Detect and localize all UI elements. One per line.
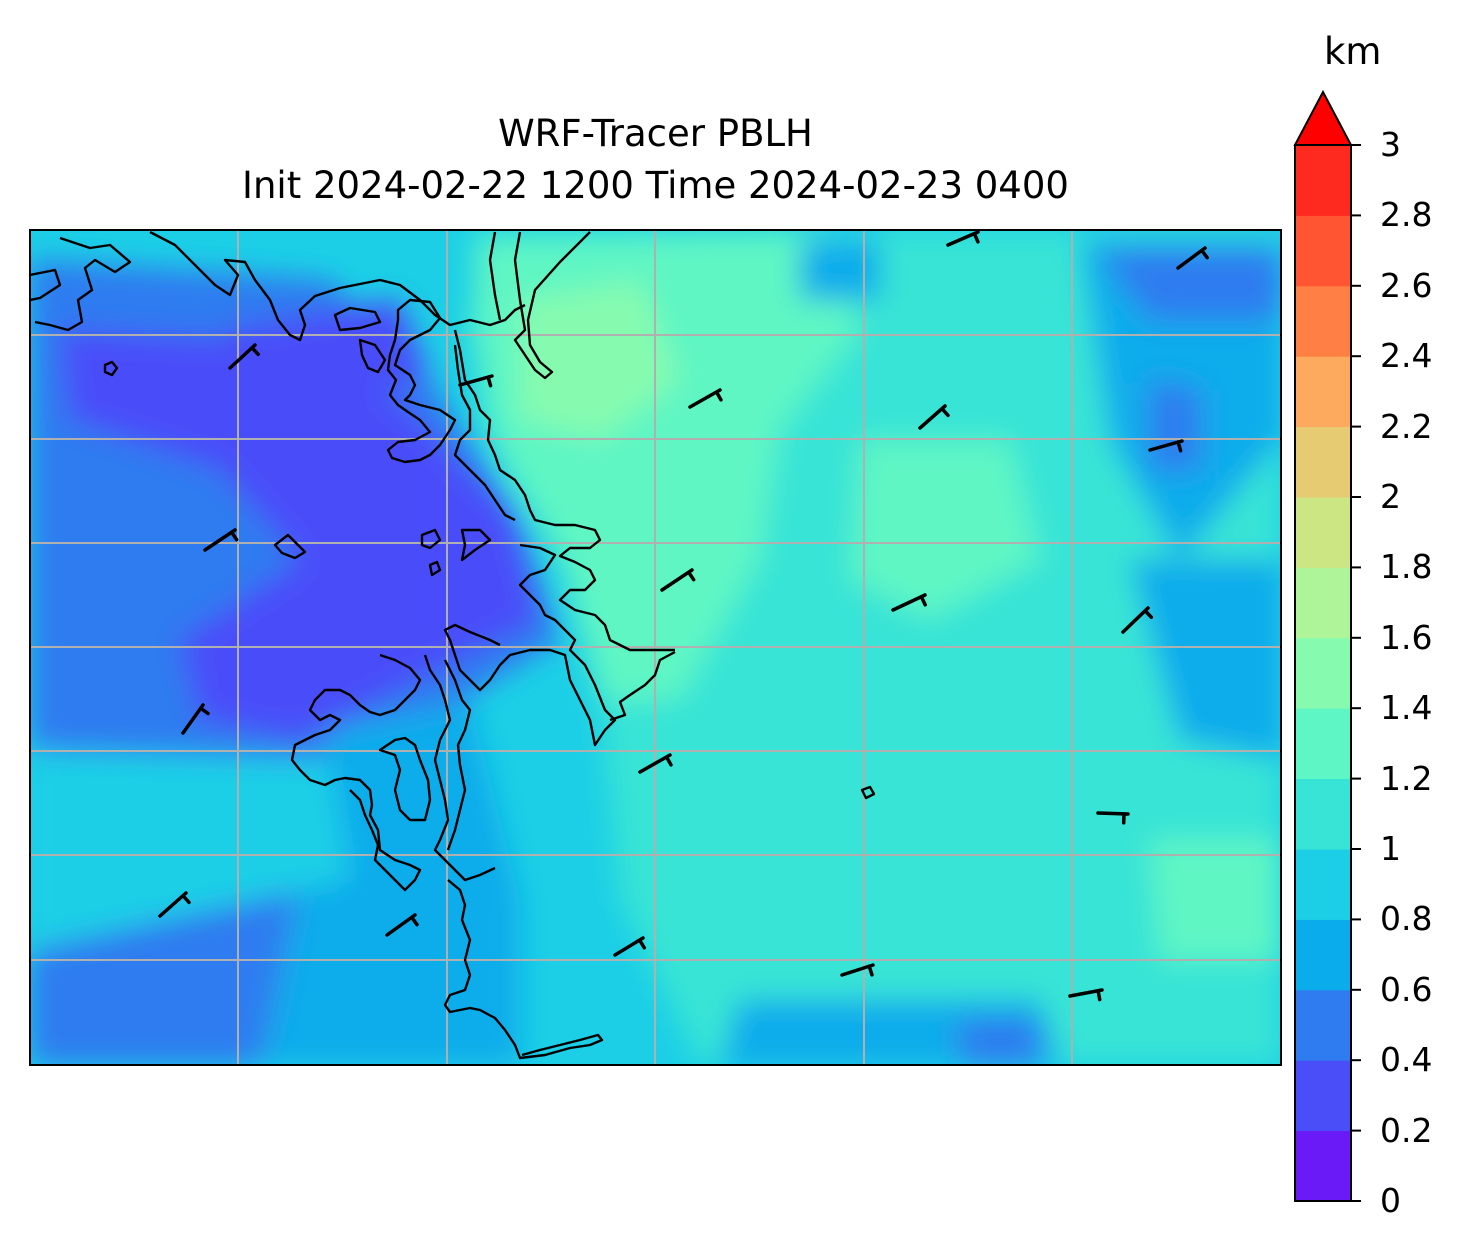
colorbar-tick-label: 0.8 <box>1380 899 1433 939</box>
coastline-island-small-5 <box>860 785 876 800</box>
colorbar-tick-label: 2.8 <box>1380 195 1433 235</box>
wind-barb <box>203 528 239 552</box>
coastline-island-north <box>358 338 387 374</box>
wind-barb <box>228 343 260 370</box>
field-region-south-lower <box>960 1020 1040 1065</box>
coastline-archipelago-mid <box>378 736 432 822</box>
colorbar-tick-label: 0.6 <box>1380 969 1433 1009</box>
colorbar-unit: km <box>1324 30 1382 73</box>
colorbar-tick-label: 1.4 <box>1380 688 1433 728</box>
colorbar-tick-label: 2.6 <box>1380 265 1433 305</box>
wind-barb <box>891 593 927 612</box>
wind-barb <box>1096 811 1130 825</box>
field-region-east-low-ne <box>800 240 880 300</box>
colorbar-swatch <box>1295 637 1351 709</box>
field-region-west-lower <box>60 330 540 740</box>
coastline-islands-east <box>386 298 457 464</box>
colorbar-swatch <box>1295 497 1351 568</box>
map-title: WRF-Tracer PBLH <box>498 112 813 155</box>
coastline-south-fjord <box>443 879 604 1060</box>
wind-barb <box>1176 246 1209 270</box>
wind-barbs <box>158 230 1209 1002</box>
wind-barb <box>458 374 494 388</box>
colorbar-tick-label: 1.6 <box>1380 617 1433 657</box>
colorbar-extend-arrow <box>1293 89 1353 146</box>
coastline-inlet <box>453 344 516 522</box>
colorbar-tick-label: 0.4 <box>1380 1040 1433 1080</box>
coastline-inner-island <box>333 306 382 332</box>
field-region-high-center <box>850 440 1040 620</box>
field-region-peak-north <box>520 280 680 440</box>
colorbar-tick-label: 2 <box>1380 477 1401 516</box>
colorbar-swatch <box>1295 145 1351 216</box>
field-region-east-low-isolated <box>1150 380 1200 470</box>
colorbar-tick-label: 2.4 <box>1380 336 1433 376</box>
gridlines <box>30 230 1281 1065</box>
wind-barb <box>1121 606 1154 634</box>
field-region-east-low-mid <box>1130 560 1281 760</box>
colorbar-swatch <box>1295 426 1351 498</box>
wind-barb <box>638 753 673 774</box>
wind-barb <box>613 936 647 957</box>
coastline-archipelago-inner <box>423 654 496 882</box>
coastline-island-small-2 <box>273 533 307 560</box>
wind-barb <box>918 404 950 430</box>
coastline-peninsula-center <box>460 528 492 562</box>
wind-barb <box>660 568 696 592</box>
wind-barb <box>840 963 875 977</box>
wind-barb <box>181 703 210 735</box>
map-frame <box>29 229 1282 1066</box>
field-region-west-band <box>30 750 350 950</box>
wind-barb <box>158 891 191 918</box>
coastline-south-mainland <box>609 650 676 722</box>
colorbar-swatch <box>1295 1060 1351 1132</box>
colorbar-swatch <box>1295 215 1351 287</box>
field-region-high-southeast <box>1150 840 1281 960</box>
field-region-east-lower-north <box>1100 250 1281 320</box>
map-subtitle: Init 2024-02-22 1200 Time 2024-02-23 040… <box>242 164 1069 207</box>
colorbar-swatch <box>1295 849 1351 920</box>
coastline-island-small-1 <box>103 360 119 377</box>
colorbar-swatch <box>1295 708 1351 780</box>
coastline-mainland-east <box>453 329 675 652</box>
coastline-fjord-north <box>488 231 591 380</box>
coastline-island-small-4 <box>420 528 442 550</box>
field-region-northwest-min <box>220 300 430 400</box>
wind-barb <box>688 388 723 409</box>
coastline-northwest <box>30 236 132 332</box>
wind-barb <box>1148 439 1184 453</box>
wind-barb <box>385 913 419 937</box>
colorbar-frame <box>1294 144 1352 1202</box>
colorbar-tick-label: 2.2 <box>1380 406 1433 446</box>
colorbar-swatch <box>1295 285 1351 357</box>
coastlines <box>30 230 876 1060</box>
colorbar-tick-label: 1 <box>1380 829 1401 868</box>
coastline-archipelago-west <box>290 653 422 892</box>
coastline-north-peninsula <box>149 230 526 342</box>
colorbar <box>1293 89 1361 1202</box>
colorbar-swatch <box>1295 567 1351 639</box>
colorbar-tick-label: 0 <box>1380 1181 1401 1220</box>
coastline-island-small-3 <box>428 560 442 577</box>
colorbar-tick-label: 3 <box>1380 125 1401 164</box>
colorbar-swatch <box>1295 1130 1351 1202</box>
colorbar-swatch <box>1295 989 1351 1061</box>
colorbar-tick-label: 1.8 <box>1380 547 1433 587</box>
colorbar-tick-label: 0.2 <box>1380 1110 1433 1150</box>
colorbar-swatch <box>1295 919 1351 991</box>
wind-barb <box>946 230 980 247</box>
colorbar-swatch <box>1295 778 1351 850</box>
colorbar-tick-label: 1.2 <box>1380 758 1433 798</box>
wind-barb <box>1068 988 1104 1002</box>
colorbar-swatch <box>1295 356 1351 428</box>
coastline-peninsula-east <box>443 543 617 747</box>
